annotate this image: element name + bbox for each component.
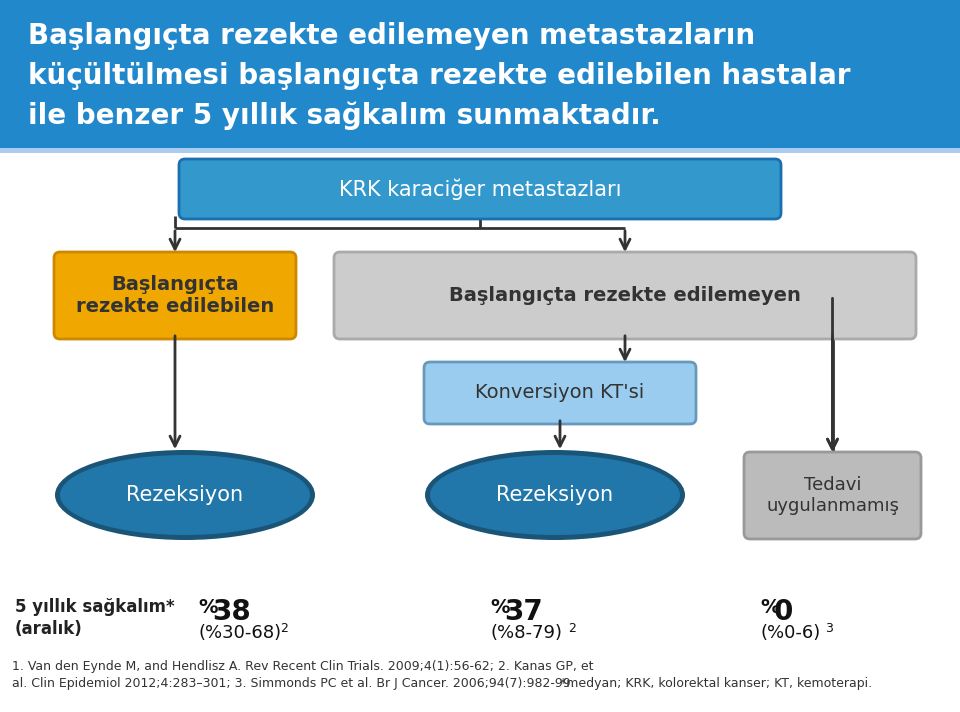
Text: ile benzer 5 yıllık sağkalım sunmaktadır.: ile benzer 5 yıllık sağkalım sunmaktadır… [28, 102, 660, 130]
Bar [0, 0, 960, 148]
Text: (%8-79): (%8-79) [490, 624, 562, 642]
Text: (%30-68): (%30-68) [198, 624, 281, 642]
FancyBboxPatch shape [744, 452, 921, 539]
Text: (%0-6): (%0-6) [760, 624, 820, 642]
Text: al. Clin Epidemiol 2012;4:283–301; 3. Simmonds PC et al. Br J Cancer. 2006;94(7): al. Clin Epidemiol 2012;4:283–301; 3. Si… [12, 677, 575, 690]
Text: Rezeksiyon: Rezeksiyon [496, 485, 613, 505]
Text: KRK karaciğer metastazları: KRK karaciğer metastazları [339, 178, 621, 200]
Text: 37: 37 [504, 598, 542, 626]
Ellipse shape [55, 450, 315, 540]
Ellipse shape [430, 455, 680, 535]
Text: 0: 0 [774, 598, 793, 626]
Text: Tedavi
uygulanmamış: Tedavi uygulanmamış [766, 476, 899, 515]
Text: 2: 2 [280, 622, 288, 635]
Text: %: % [490, 598, 510, 617]
Text: %: % [760, 598, 780, 617]
Text: %: % [198, 598, 218, 617]
Text: (aralık): (aralık) [15, 620, 83, 638]
Ellipse shape [60, 455, 310, 535]
FancyBboxPatch shape [424, 362, 696, 424]
Text: *medyan; KRK, kolorektal kanser; KT, kemoterapi.: *medyan; KRK, kolorektal kanser; KT, kem… [560, 677, 872, 690]
Text: Başlangıçta
rezekte edilebilen: Başlangıçta rezekte edilebilen [76, 275, 275, 316]
FancyBboxPatch shape [54, 252, 296, 339]
Text: Başlangıçta rezekte edilemeyen: Başlangıçta rezekte edilemeyen [449, 286, 801, 305]
Text: 3: 3 [825, 622, 833, 635]
Text: 1. Van den Eynde M, and Hendlisz A. Rev Recent Clin Trials. 2009;4(1):56-62; 2. : 1. Van den Eynde M, and Hendlisz A. Rev … [12, 660, 593, 673]
Bar [0, 148, 960, 153]
Text: küçültülmesi başlangıçta rezekte edilebilen hastalar: küçültülmesi başlangıçta rezekte edilebi… [28, 62, 851, 90]
Text: 38: 38 [212, 598, 251, 626]
Text: Rezeksiyon: Rezeksiyon [127, 485, 244, 505]
Text: 2: 2 [568, 622, 576, 635]
Text: Başlangıçta rezekte edilemeyen metastazların: Başlangıçta rezekte edilemeyen metastazl… [28, 22, 756, 50]
Text: Konversiyon KT'si: Konversiyon KT'si [475, 384, 644, 402]
FancyBboxPatch shape [334, 252, 916, 339]
Ellipse shape [425, 450, 685, 540]
Text: 5 yıllık sağkalım*: 5 yıllık sağkalım* [15, 598, 175, 616]
FancyBboxPatch shape [179, 159, 781, 219]
